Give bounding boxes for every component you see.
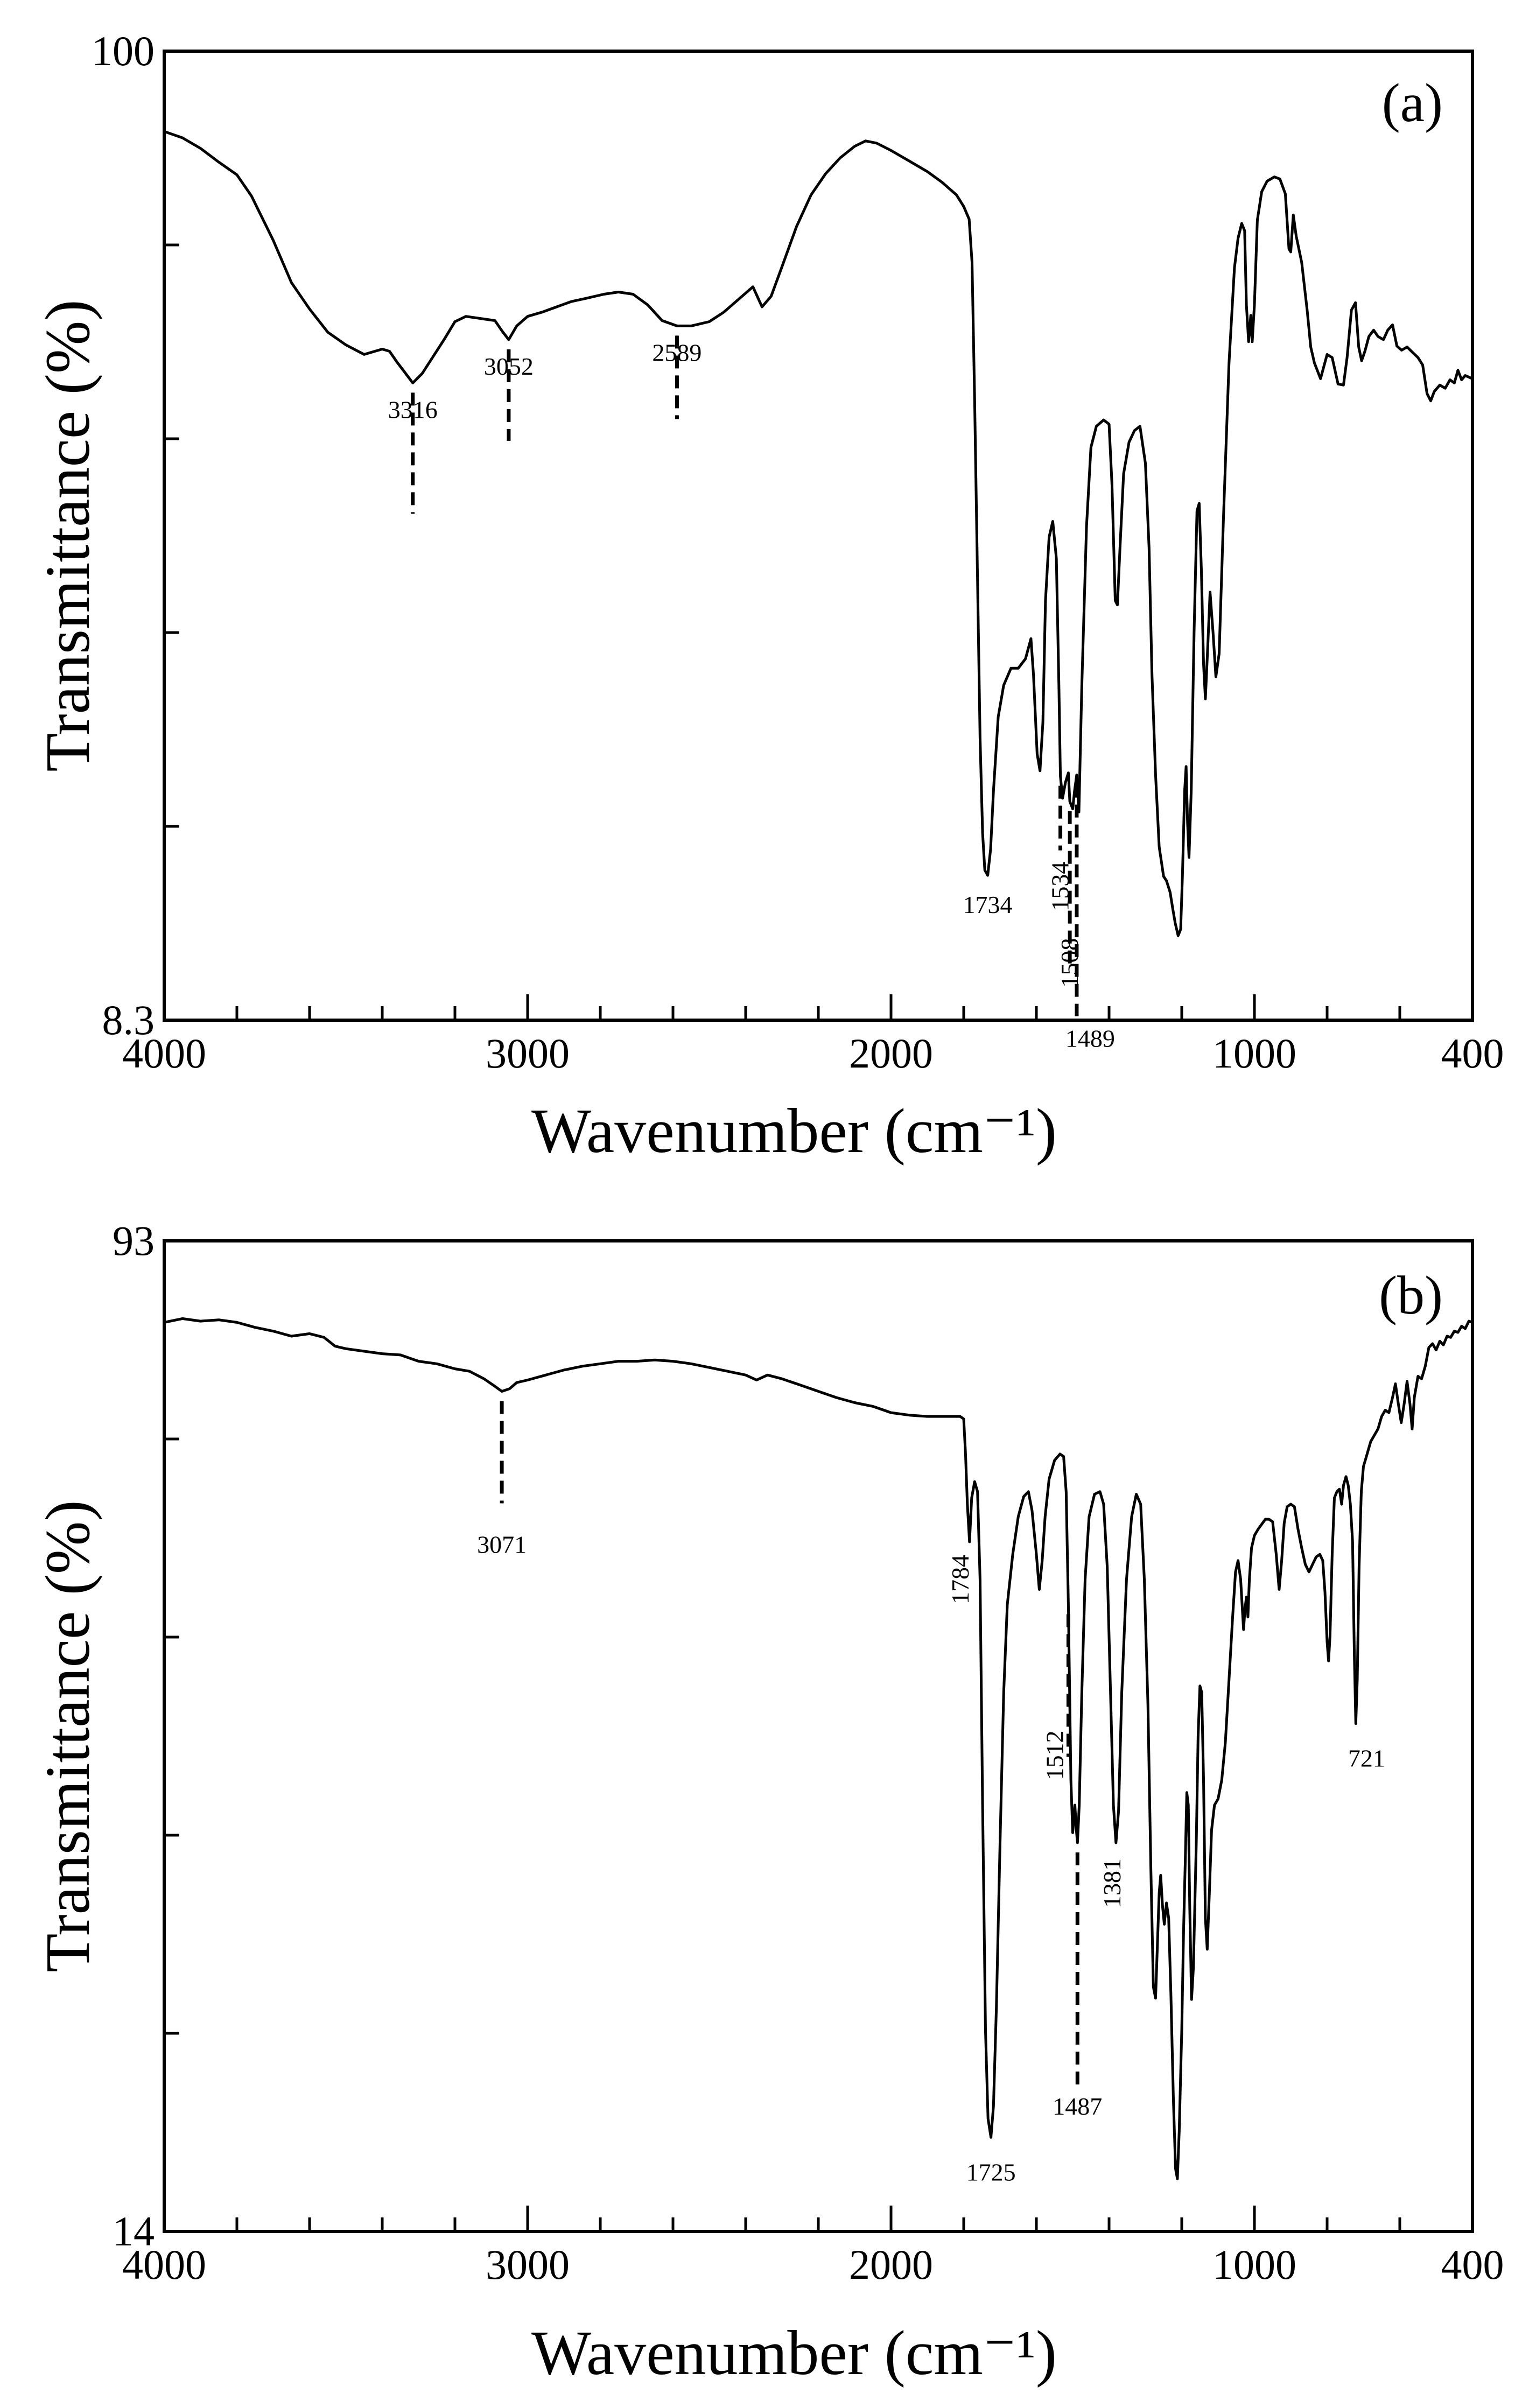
y-tick-label: 100 (92, 27, 155, 74)
peak-label: 1784 (946, 1555, 974, 1604)
x-tick-label: 1000 (1212, 1030, 1296, 1077)
y-tick-label: 14 (113, 2208, 155, 2255)
y-tick-label: 93 (113, 1217, 155, 1264)
peak-label: 3071 (477, 1531, 527, 1558)
panel-a-frame (163, 50, 1474, 1022)
peak-label: 3316 (388, 396, 438, 423)
panel-b-peak-markers: 3071 1784 1725 1512 1487 1381 721 (477, 1401, 1385, 2186)
panel-b-tick-labels: 4000 3000 2000 1000 400 93 14 (113, 1217, 1504, 2288)
peak-label: 1381 (1098, 1858, 1126, 1908)
x-tick-label: 400 (1441, 2241, 1504, 2288)
peak-label: 2589 (652, 339, 702, 366)
peak-label: 3052 (484, 353, 534, 380)
panel-b-y-axis-title: Transmittance (%) (32, 1500, 103, 1972)
panel-a-tick-labels: 4000 3000 2000 1000 400 100 8.3 (92, 27, 1504, 1077)
panel-b-label: (b) (1379, 1265, 1443, 1326)
peak-label: 1725 (966, 2158, 1016, 2186)
x-tick-label: 3000 (486, 2241, 570, 2288)
panel-a-peak-markers: 3316 3052 2589 1734 1534 1508 1489 (388, 335, 1115, 1052)
peak-label: 1512 (1041, 1730, 1068, 1780)
peak-label: 1734 (963, 891, 1013, 918)
peak-label: 1534 (1047, 862, 1074, 911)
panel-a-spectrum-line (164, 130, 1474, 937)
peak-label: 1487 (1053, 2093, 1102, 2120)
x-tick-label: 4000 (122, 2241, 206, 2288)
panel-b-spectrum-line (164, 1317, 1473, 2180)
x-tick-label: 1000 (1212, 2241, 1296, 2288)
panel-a-x-axis-title: Wavenumber (cm⁻¹) (531, 1096, 1057, 1166)
panel-b-ticks (163, 1239, 1474, 2233)
x-tick-label: 4000 (122, 1030, 206, 1077)
panel-a: 4000 3000 2000 1000 400 100 8.3 3316 3052 2589 17… (32, 27, 1504, 1166)
y-tick-label: 8.3 (102, 996, 155, 1043)
panel-b-frame (163, 1239, 1474, 2233)
x-tick-label: 2000 (849, 1030, 933, 1077)
x-tick-label: 3000 (486, 1030, 570, 1077)
x-tick-label: 2000 (849, 2241, 933, 2288)
panel-a-ticks (163, 50, 1474, 1022)
peak-label: 1489 (1065, 1025, 1115, 1052)
panel-a-label: (a) (1382, 73, 1443, 134)
peak-label: 721 (1348, 1745, 1385, 1772)
peak-label: 1508 (1056, 938, 1083, 988)
panel-b-x-axis-title: Wavenumber (cm⁻¹) (531, 2318, 1057, 2388)
panel-a-y-axis-title: Transmittance (%) (32, 299, 103, 771)
x-tick-label: 400 (1441, 1030, 1504, 1077)
panel-b: 4000 3000 2000 1000 400 93 14 3071 1784 1725 1512… (32, 1217, 1504, 2388)
